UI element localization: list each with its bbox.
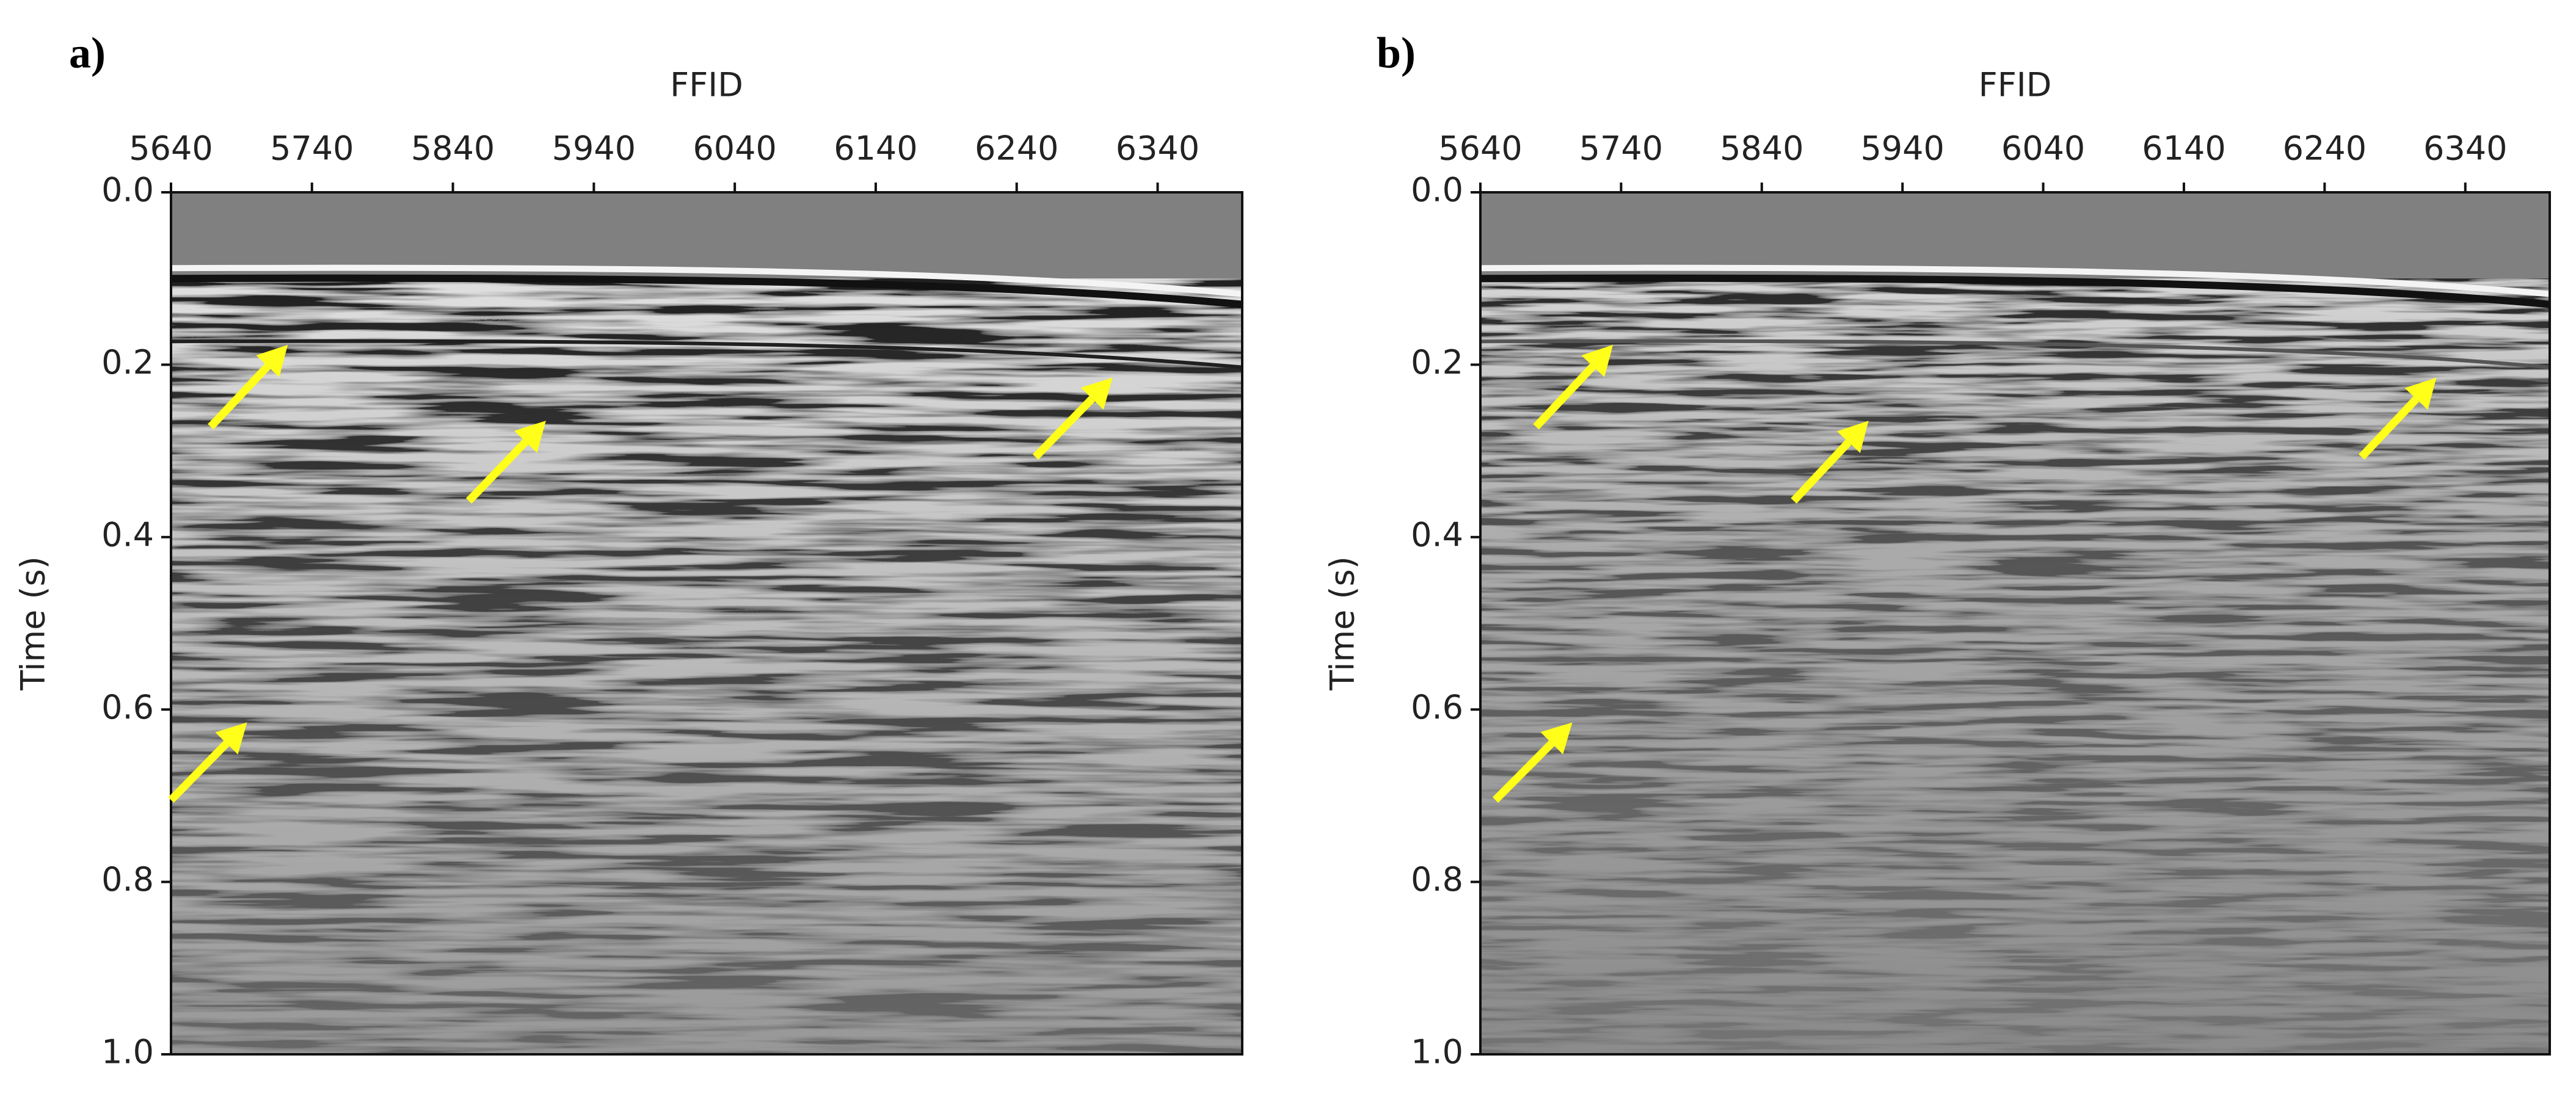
x-tick-label: 6140 xyxy=(834,129,917,168)
arrow-head xyxy=(1080,377,1113,410)
seismic-panel: b) FFID Time (s) 5640 5740 5840 5940 6040 6140 62… xyxy=(1323,29,2551,1071)
y-tick-label: 0.4 xyxy=(101,515,154,554)
arrow-shaft xyxy=(168,741,230,803)
y-tick-label: 0.2 xyxy=(101,343,154,382)
y-tick-label: 0.0 xyxy=(101,171,154,209)
x-axis-label: FFID xyxy=(670,66,743,104)
x-tick-label: 5940 xyxy=(552,129,636,168)
x-tick-label: 5640 xyxy=(1438,129,1522,168)
arrow-shaft xyxy=(208,363,271,430)
section-texture xyxy=(1480,278,2550,1055)
y-axis-label: Time (s) xyxy=(1323,556,1362,691)
x-tick-label: 6340 xyxy=(1116,129,1199,168)
seafloor-black xyxy=(1480,274,2550,308)
arrow-shaft xyxy=(1032,396,1095,460)
arrow-head xyxy=(256,344,288,377)
section-texture xyxy=(171,278,1242,1055)
x-tick-label: 5840 xyxy=(411,129,495,168)
y-tick-label: 0.2 xyxy=(1411,343,1463,382)
seafloor-white xyxy=(170,264,1243,297)
reflector xyxy=(170,339,1243,369)
x-tick-label: 6040 xyxy=(693,129,776,168)
y-tick-label: 1.0 xyxy=(101,1033,154,1071)
reflector xyxy=(1480,339,2550,369)
x-tick-label: 5740 xyxy=(1579,129,1663,168)
x-tick-label: 5840 xyxy=(1720,129,1803,168)
y-tick-label: 0.0 xyxy=(1411,171,1463,209)
arrow-shaft xyxy=(2359,396,2420,460)
gray-veil xyxy=(171,278,1242,1055)
y-tick-label: 0.8 xyxy=(101,860,154,899)
x-tick-label: 6140 xyxy=(2142,129,2225,168)
x-tick-label: 5940 xyxy=(1860,129,1944,168)
seafloor-white xyxy=(1480,264,2550,297)
y-tick-label: 0.4 xyxy=(1411,515,1463,554)
x-tick-label: 6340 xyxy=(2423,129,2507,168)
seismic-panel: a) FFID Time (s) 5640 5740 5840 5940 6040 6140 62… xyxy=(14,29,1243,1071)
x-axis-label: FFID xyxy=(1979,66,2052,104)
y-axis-label: Time (s) xyxy=(14,556,53,691)
x-tick-label: 6240 xyxy=(2283,129,2367,168)
arrow-shaft xyxy=(1492,740,1555,803)
arrow-head xyxy=(514,421,546,453)
x-tick-label: 5640 xyxy=(129,129,213,168)
plot-frame xyxy=(170,191,1243,1056)
panel-label: a) xyxy=(69,29,106,78)
arrow-shaft xyxy=(465,439,529,504)
arrow-head xyxy=(215,722,247,755)
arrow-head xyxy=(1540,722,1573,755)
y-tick-label: 0.8 xyxy=(1411,860,1463,899)
x-tick-label: 6040 xyxy=(2001,129,2085,168)
x-tick-label: 6240 xyxy=(975,129,1058,168)
y-tick-label: 1.0 xyxy=(1411,1033,1463,1071)
gray-veil xyxy=(1480,278,2550,1055)
seafloor-black xyxy=(170,274,1243,308)
arrow-head xyxy=(2404,377,2437,410)
y-tick-label: 0.6 xyxy=(101,688,154,726)
arrow-head xyxy=(1581,344,1614,377)
x-tick-label: 5740 xyxy=(270,129,354,168)
arrow-shaft xyxy=(1533,363,1596,430)
y-tick-label: 0.6 xyxy=(1411,688,1463,726)
arrow-head xyxy=(1836,421,1869,454)
panel-label: b) xyxy=(1377,29,1416,78)
arrow-shaft xyxy=(1791,439,1852,504)
plot-frame xyxy=(1479,191,2551,1056)
